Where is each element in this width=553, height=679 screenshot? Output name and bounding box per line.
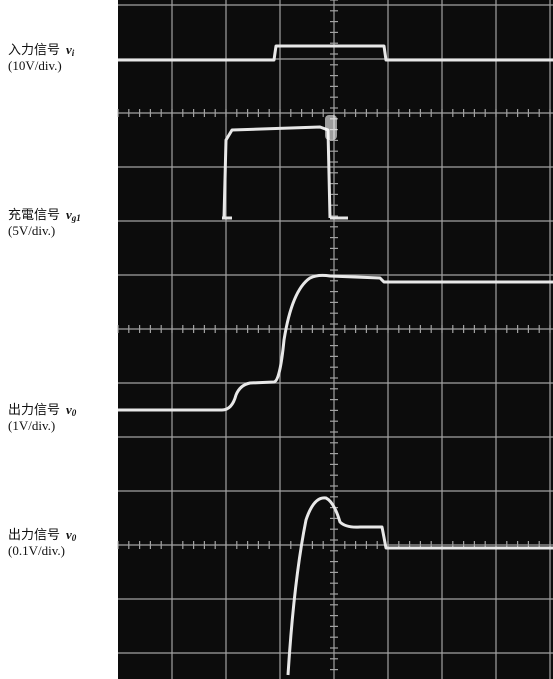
screen: [118, 0, 553, 679]
scale: (10V/div.): [8, 58, 62, 74]
trace-label: 出力信号: [8, 527, 60, 542]
subscript: i: [72, 48, 75, 58]
page: {"traces": [ {"label": "入力信号", "symbol":…: [0, 0, 553, 679]
trace-label: 充電信号: [8, 207, 60, 222]
subscript: g1: [72, 213, 81, 223]
glow: [325, 115, 337, 140]
trace-glow: [325, 115, 337, 140]
oscilloscope-screen: [0, 0, 553, 679]
subscript: 0: [72, 533, 77, 543]
scale: (0.1V/div.): [8, 543, 65, 559]
trace-label: 入力信号: [8, 42, 60, 57]
subscript: 0: [72, 408, 77, 418]
scale: (1V/div.): [8, 418, 55, 434]
scale: (5V/div.): [8, 223, 55, 239]
trace-label: 出力信号: [8, 402, 60, 417]
